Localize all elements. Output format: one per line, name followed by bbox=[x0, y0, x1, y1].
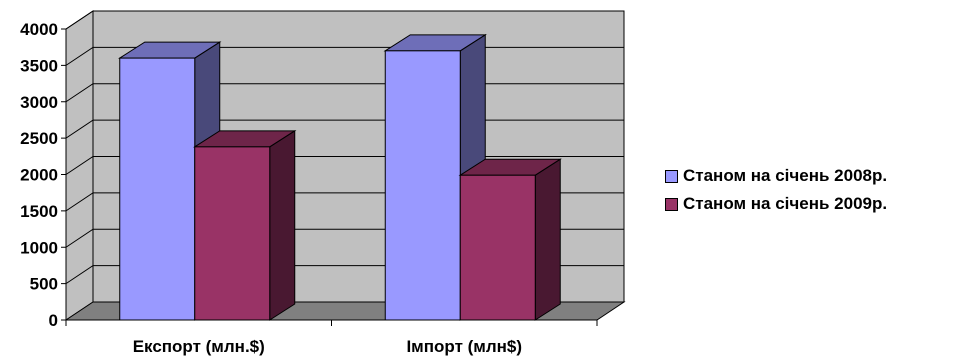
bar-0-1 bbox=[194, 146, 271, 321]
bar-0-0 bbox=[119, 57, 196, 321]
y-tick-label-1000: 1000 bbox=[20, 238, 58, 257]
y-tick-label-3500: 3500 bbox=[20, 56, 58, 75]
legend: Станом на січень 2008р. Станом на січень… bbox=[665, 162, 887, 218]
bar-1-0 bbox=[384, 50, 461, 321]
y-tick-label-2000: 2000 bbox=[20, 166, 58, 185]
x-tick-label-1: Імпорт (млн$) bbox=[406, 337, 522, 356]
legend-label-2009: Станом на січень 2009р. bbox=[683, 194, 888, 213]
legend-item-2009: Станом на січень 2009р. bbox=[665, 190, 887, 218]
y-tick-label-4000: 4000 bbox=[20, 20, 58, 39]
y-tick-label-0: 0 bbox=[49, 311, 58, 330]
y-tick-label-2500: 2500 bbox=[20, 129, 58, 148]
bar-0-1-side bbox=[269, 129, 296, 321]
y-tick-label-1500: 1500 bbox=[20, 202, 58, 221]
legend-label-2008: Станом на січень 2008р. bbox=[683, 166, 888, 185]
legend-item-2008: Станом на січень 2008р. bbox=[665, 162, 887, 190]
gridline-4000 bbox=[65, 10, 624, 30]
legend-swatch-2008 bbox=[665, 169, 678, 183]
bar-1-1 bbox=[459, 174, 536, 321]
y-tick-label-3000: 3000 bbox=[20, 93, 58, 112]
x-tick-label-0: Експорт (млн.$) bbox=[133, 337, 265, 356]
legend-swatch-2009 bbox=[665, 197, 678, 211]
bar-1-1-side bbox=[534, 158, 561, 321]
y-tick-label-500: 500 bbox=[30, 275, 58, 294]
